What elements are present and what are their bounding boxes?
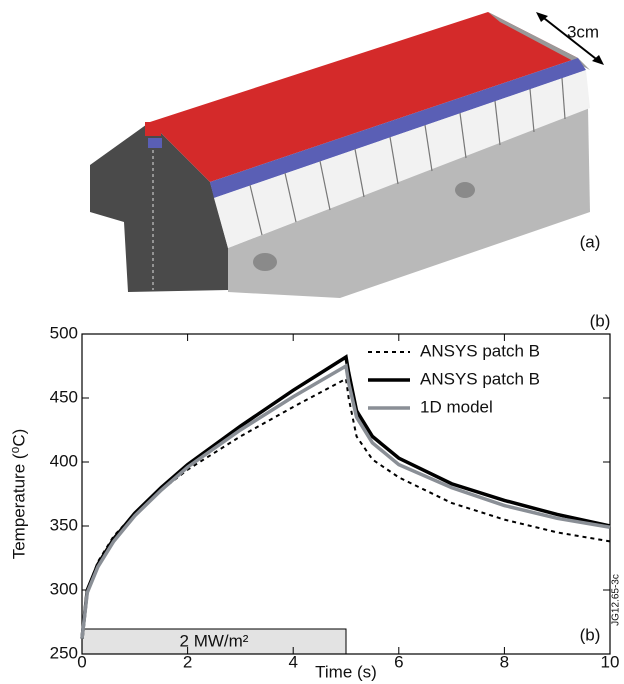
annotation: (b) [580,625,601,644]
x-axis-label: Time (s) [315,662,377,681]
y-axis-label: Temperature (⁰C) [9,429,28,560]
y-tick-label: 300 [50,579,78,598]
series-line [82,366,610,639]
y-tick-label: 500 [50,323,78,342]
heat-pulse-label: 2 MW/m² [180,631,249,650]
x-tick-label: 6 [394,652,403,671]
y-tick-label: 400 [50,451,78,470]
series-line [82,357,610,639]
x-tick-label: 0 [77,652,86,671]
y-tick-label: 350 [50,515,78,534]
page: 3cm (a) (b) JG12.65-3c Temperature (⁰C) … [0,0,624,684]
y-tick-label: 250 [50,643,78,662]
legend-label: ANSYS patch B [420,369,540,388]
x-tick-label: 10 [601,652,620,671]
y-tick-label: 450 [50,387,78,406]
component-render [90,12,590,298]
panel-label: (a) [580,232,601,251]
scale-label: 3cm [567,22,599,41]
legend-label: ANSYS patch B [420,341,540,360]
figure-code: JG12.65-3c [611,574,622,626]
x-tick-label: 4 [288,652,297,671]
x-tick-label: 2 [183,652,192,671]
x-tick-label: 8 [500,652,509,671]
figure: 3cm (a) (b) JG12.65-3c Temperature (⁰C) … [0,0,624,684]
legend-label: 1D model [420,397,493,416]
panel-label: (b) [590,311,611,330]
